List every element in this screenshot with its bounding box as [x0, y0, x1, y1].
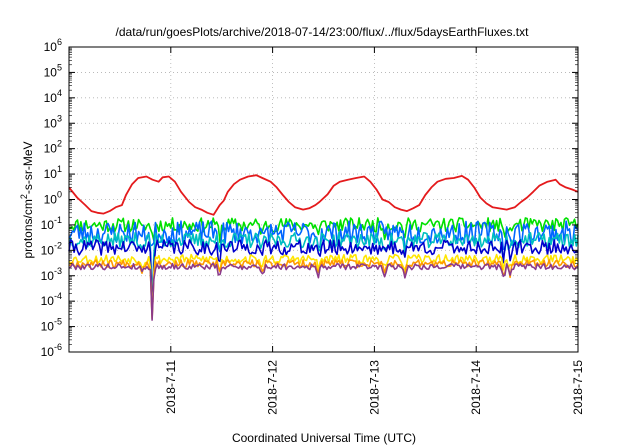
x-axis-title: Coordinated Universal Time (UTC): [232, 431, 416, 445]
x-tick-label: 2018-7-15: [571, 360, 585, 415]
x-tick-label: 2018-7-14: [469, 360, 483, 415]
y-axis: 10-610-510-410-310-210-11001011021031041…: [41, 37, 578, 359]
y-tick-label-exp: 3: [57, 113, 62, 123]
y-tick-label: 100: [44, 190, 62, 207]
y-tick-label-base: 10: [41, 320, 55, 334]
y-tick-label-exp: -5: [54, 317, 62, 327]
series-line-4: [68, 231, 579, 304]
y-tick-label-exp: -2: [54, 240, 62, 250]
y-tick-label-base: 10: [44, 40, 58, 54]
y-tick-label: 104: [44, 88, 62, 105]
y-tick-label-exp: 5: [57, 62, 62, 72]
y-tick-label: 10-3: [41, 266, 62, 283]
y-tick-label-base: 10: [44, 142, 58, 156]
series-line-5: [68, 239, 579, 314]
y-tick-label-base: 10: [44, 65, 58, 79]
y-tick-label-base: 10: [41, 345, 55, 359]
y-axis-title-sup: 2: [19, 194, 29, 199]
y-tick-label-exp: -3: [54, 266, 62, 276]
y-tick-label: 103: [44, 113, 62, 130]
y-tick-label-base: 10: [44, 91, 58, 105]
x-tick-label: 2018-7-11: [164, 360, 178, 414]
y-tick-label-base: 10: [44, 116, 58, 130]
y-tick-label-exp: 4: [57, 88, 62, 98]
y-tick-label: 10-5: [41, 317, 62, 334]
y-tick-label: 10-4: [41, 291, 62, 308]
y-tick-label-base: 10: [44, 193, 58, 207]
series-line-8: [68, 262, 579, 321]
y-tick-label: 10-2: [41, 240, 62, 257]
y-tick-label: 10-6: [41, 342, 62, 359]
x-axis: 2018-7-11 2018-7-12 2018-7-13 2018-7-14 2018…: [164, 47, 585, 415]
y-tick-label-exp: -4: [54, 291, 62, 301]
y-tick-label-base: 10: [41, 243, 55, 257]
x-tick-label: 2018-7-13: [367, 360, 381, 415]
series-line-1: [68, 174, 579, 216]
y-tick-label-exp: 1: [57, 164, 62, 174]
series-group: [68, 174, 579, 321]
y-tick-label-exp: 0: [57, 190, 62, 200]
y-tick-label: 105: [44, 62, 62, 79]
y-tick-label-base: 10: [41, 294, 55, 308]
grid: [69, 47, 578, 352]
y-tick-label: 102: [44, 139, 62, 156]
y-tick-label: 10-1: [41, 215, 62, 232]
y-tick-label-base: 10: [41, 269, 55, 283]
y-axis-title: protons/cm2-s-sr-MeV: [19, 141, 35, 258]
y-tick-label: 106: [44, 37, 62, 54]
chart-title: /data/run/goesPlots/archive/2018-07-14/2…: [116, 25, 530, 39]
y-tick-label-base: 10: [41, 218, 55, 232]
y-tick-label-exp: 2: [57, 139, 62, 149]
y-axis-title-rest: -s-sr-MeV: [21, 141, 35, 194]
y-tick-label-exp: -1: [54, 215, 62, 225]
y-tick-label-base: 10: [44, 167, 58, 181]
y-tick-label: 101: [44, 164, 62, 181]
y-tick-label-exp: -6: [54, 342, 62, 352]
y-axis-title-base: protons/cm: [21, 199, 35, 258]
x-tick-label: 2018-7-12: [266, 360, 280, 415]
y-tick-label-exp: 6: [57, 37, 62, 47]
